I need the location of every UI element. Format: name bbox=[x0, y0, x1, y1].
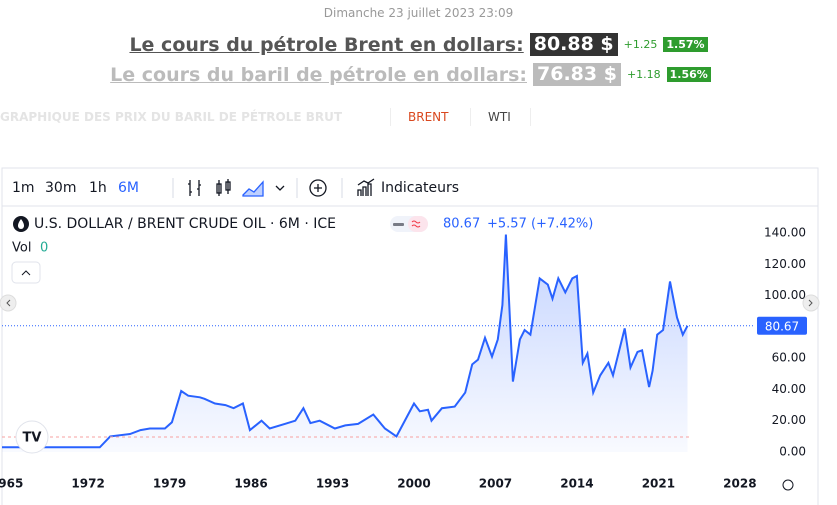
interval-button[interactable]: 1m bbox=[12, 180, 35, 196]
x-tick-label: 2000 bbox=[397, 477, 430, 491]
legend-last-value: 80.67 bbox=[443, 217, 480, 232]
price-row: Le cours du pétrole Brent en dollars: 80… bbox=[0, 33, 837, 56]
status-badge bbox=[408, 216, 428, 232]
interval-button[interactable]: 30m bbox=[45, 180, 76, 196]
price-area bbox=[2, 234, 688, 453]
toolbar-icons bbox=[172, 178, 375, 198]
tab[interactable]: WTI bbox=[488, 110, 511, 124]
x-tick-label: 2021 bbox=[642, 477, 675, 491]
collapse-icon bbox=[21, 270, 31, 276]
row-price: 80.88 $ bbox=[529, 33, 618, 56]
x-tick-label: 1965 bbox=[0, 477, 23, 491]
y-tick-label: 140.00 bbox=[764, 225, 806, 239]
x-tick-label: 2014 bbox=[560, 477, 593, 491]
volume-label: Vol bbox=[12, 241, 31, 256]
x-tick-label: 1979 bbox=[153, 477, 186, 491]
settings-icon[interactable] bbox=[782, 479, 794, 491]
last-price-label: 80.67 bbox=[765, 319, 799, 333]
x-tick-label: 1972 bbox=[71, 477, 104, 491]
row-title[interactable]: Le cours du pétrole Brent en dollars: bbox=[129, 33, 524, 56]
row-price: 76.83 $ bbox=[533, 63, 621, 86]
legend-change: +5.57 (+7.42%) bbox=[487, 217, 593, 232]
x-tick-label: 2007 bbox=[479, 477, 512, 491]
symbol-icon-drop bbox=[18, 219, 24, 229]
volume-value: 0 bbox=[40, 241, 48, 256]
scroll-right[interactable] bbox=[802, 294, 820, 312]
x-tick-label: 1986 bbox=[234, 477, 267, 491]
y-tick-label: 100.00 bbox=[764, 288, 806, 302]
scroll-right-icon bbox=[808, 299, 813, 307]
row-change-pct: 1.56% bbox=[666, 67, 711, 82]
row-change: +1.25 bbox=[623, 38, 658, 51]
tab[interactable]: BRENT bbox=[408, 110, 449, 124]
y-tick-label: 0.00 bbox=[779, 445, 806, 459]
y-tick-label: 60.00 bbox=[772, 351, 806, 365]
indicators-button[interactable]: Indicateurs bbox=[381, 180, 459, 196]
date: Dimanche 23 juillet 2023 23:09 bbox=[323, 6, 514, 20]
y-tick-label: 120.00 bbox=[764, 257, 806, 271]
last-price-badge bbox=[757, 316, 807, 335]
symbol-title: U.S. DOLLAR / BRENT CRUDE OIL · 6M · ICE bbox=[34, 216, 336, 232]
price-row: Le cours du baril de pétrole en dollars:… bbox=[0, 63, 829, 86]
row-title[interactable]: Le cours du baril de pétrole en dollars: bbox=[110, 63, 527, 86]
row-change-pct: 1.57% bbox=[663, 37, 708, 52]
price-line bbox=[2, 234, 689, 449]
interval-button[interactable]: 1h bbox=[89, 180, 107, 196]
scroll-left[interactable] bbox=[0, 294, 17, 312]
row-change: +1.18 bbox=[626, 68, 661, 81]
interval-button[interactable]: 6M bbox=[118, 180, 139, 196]
tv-logo[interactable] bbox=[15, 420, 49, 454]
y-tick-label: 40.00 bbox=[772, 382, 806, 396]
tv-logo-text: TV bbox=[23, 431, 42, 446]
tab-heading: GRAPHIQUE DES PRIX DU BARIL DE PÉTROLE B… bbox=[0, 110, 343, 124]
y-tick-label: 20.00 bbox=[772, 413, 806, 427]
status-badge-icon bbox=[411, 220, 421, 228]
status-badge-icon bbox=[393, 223, 404, 226]
x-tick-label: 2028 bbox=[723, 477, 756, 491]
x-tick-label: 1993 bbox=[316, 477, 349, 491]
scroll-left-icon bbox=[6, 299, 11, 307]
collapse-button[interactable] bbox=[11, 261, 41, 284]
